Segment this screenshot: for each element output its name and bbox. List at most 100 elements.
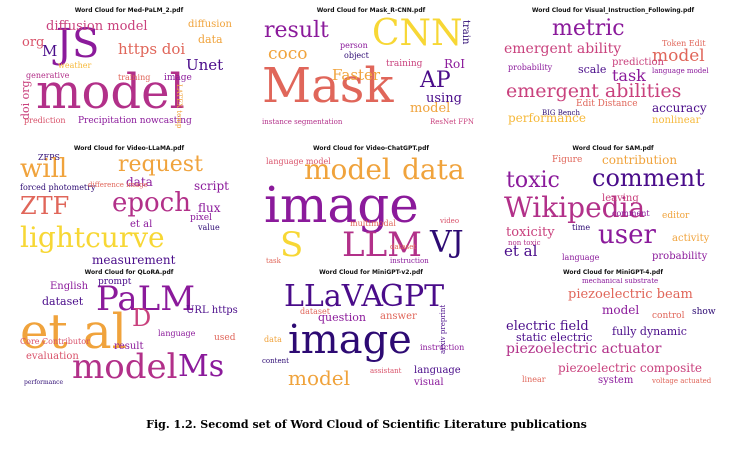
cloud-word: https doi	[118, 40, 186, 58]
cloud-word: time	[572, 223, 591, 232]
cloud-word: editor	[662, 211, 690, 221]
cloud-word: performance	[508, 111, 587, 125]
word-cloud: PaLM et al model Ms D English dataset pr…	[18, 278, 240, 390]
panel-title: Word Cloud for Med-PaLM_2.pdf	[74, 7, 184, 14]
cloud-word: performance	[24, 379, 64, 386]
cloud-word: English	[50, 281, 89, 292]
cloud-word: script	[194, 179, 229, 193]
cloud-word: video	[440, 217, 460, 225]
cloud-word: AP	[420, 68, 451, 93]
cloud-word: visual	[414, 377, 444, 388]
cloud-word: dataset	[300, 307, 330, 316]
cloud-word: flux	[198, 201, 221, 215]
cloud-word: arxiv preprint	[439, 304, 447, 354]
cloud-word: ResNet FPN	[430, 118, 475, 126]
cloud-word: image	[288, 317, 412, 363]
cloud-word: org	[22, 35, 45, 50]
cloud-word: S	[280, 225, 304, 265]
cloud-word: using	[426, 91, 462, 106]
word-cloud-panel-video-chatgpt: Word Cloud for Video-ChatGPT.pdf model d…	[256, 144, 486, 269]
cloud-word: piezoelectric beam	[568, 287, 693, 302]
cloud-word: instruction	[390, 257, 429, 265]
panel-title: Word Cloud for Video-LLaMA.pdf	[73, 145, 185, 152]
cloud-word: language model	[652, 67, 709, 75]
cloud-word: Token Edit	[662, 39, 706, 48]
cloud-word: model	[288, 366, 351, 390]
cloud-word: Unet	[186, 56, 224, 74]
cloud-word: system	[598, 375, 634, 386]
cloud-word: task	[612, 66, 646, 85]
cloud-word: toxic	[506, 168, 560, 193]
cloud-word: task	[266, 257, 281, 265]
cloud-word: data	[126, 175, 153, 189]
cloud-word: result	[264, 18, 329, 43]
cloud-word: model	[304, 154, 391, 186]
cloud-word: Core Contributor	[20, 337, 90, 346]
cloud-word: used	[214, 333, 236, 343]
cloud-word: data	[402, 154, 465, 186]
cloud-word: request	[118, 154, 203, 177]
cloud-word: BIG Bench	[542, 109, 580, 117]
cloud-word: metric	[552, 16, 625, 41]
cloud-word: dataset	[42, 295, 84, 308]
cloud-word: M	[42, 42, 58, 60]
cloud-word: dataset	[390, 243, 417, 251]
cloud-word: comment	[612, 209, 650, 218]
cloud-word: language	[562, 253, 600, 262]
word-cloud: toxic comment Wikipedia user contributio…	[502, 154, 724, 266]
cloud-word: JS	[56, 21, 100, 67]
word-cloud: piezoelectric beam electric field piezoe…	[502, 278, 724, 390]
cloud-word: static electric	[516, 331, 593, 344]
cloud-word: epoch	[112, 188, 191, 218]
cloud-word: prediction	[24, 116, 66, 125]
cloud-word: difference image	[88, 181, 148, 189]
cloud-word: Figure	[552, 155, 583, 165]
cloud-word: leaving	[602, 193, 639, 204]
panel-title: Word Cloud for SAM.pdf	[572, 145, 654, 152]
panel-title: Word Cloud for Mask_R-CNN.pdf	[316, 7, 426, 14]
cloud-word: ZFPS	[38, 154, 60, 162]
cloud-word: data	[198, 33, 223, 46]
cloud-word: probability	[652, 251, 708, 262]
cloud-word: language	[158, 329, 196, 338]
cloud-word: will	[20, 154, 68, 184]
word-cloud-panel-sam: Word Cloud for SAM.pdf toxic comment Wik…	[498, 144, 728, 269]
cloud-word: LATEX template	[175, 84, 183, 128]
figure-caption: Fig. 1.2. Secomd set of Word Cloud of Sc…	[146, 418, 587, 431]
cloud-word: control	[652, 311, 685, 321]
cloud-word: model	[36, 64, 185, 120]
cloud-word: scale	[578, 63, 607, 76]
cloud-word: forced photometry	[20, 183, 96, 192]
cloud-word: PaLM	[96, 279, 196, 319]
word-cloud: JS model diffusion model https doi org d…	[18, 16, 240, 128]
cloud-word: data	[264, 335, 282, 344]
cloud-word: piezoelectric actuator	[506, 341, 662, 357]
cloud-word: language model	[266, 157, 331, 166]
cloud-word: diffusion model	[46, 19, 148, 34]
cloud-word: value	[198, 223, 220, 232]
cloud-word: Precipitation nowcasting	[78, 116, 192, 126]
cloud-word: et al	[20, 304, 127, 360]
word-cloud: result CNN Mask coco Faster AP model RoI…	[260, 16, 482, 128]
cloud-word: CNN	[372, 16, 463, 54]
cloud-word: mechanical substrate	[582, 278, 659, 285]
word-cloud: metric emergent ability model emergent a…	[502, 16, 724, 128]
cloud-word: result	[114, 341, 144, 352]
cloud-word: weather	[58, 61, 92, 70]
panel-title: Word Cloud for Visual_Instruction_Follow…	[531, 7, 695, 14]
cloud-word: toxicity	[506, 225, 555, 240]
cloud-word: voltage actuated	[652, 377, 712, 385]
cloud-word: user	[598, 220, 656, 250]
cloud-word: URL https	[186, 305, 238, 316]
cloud-word: content	[262, 357, 289, 365]
cloud-word: training	[118, 73, 151, 82]
cloud-word: emergent ability	[504, 41, 622, 57]
word-cloud-panel-minigpt-v2: Word Cloud for MiniGPT-v2.pdf LLaVA GPT …	[256, 268, 486, 393]
word-cloud-panel-visual-instruction: Word Cloud for Visual_Instruction_Follow…	[498, 6, 728, 131]
cloud-word: nonlinear	[652, 115, 701, 126]
cloud-word: doi org	[19, 80, 32, 120]
cloud-word: show	[692, 307, 716, 317]
cloud-word: activity	[672, 233, 710, 244]
cloud-word: image	[164, 73, 192, 83]
cloud-word: image	[264, 176, 419, 234]
